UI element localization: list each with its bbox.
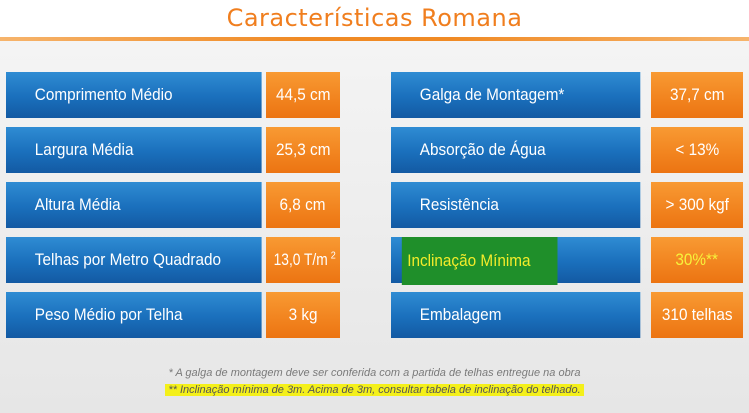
footnote-galga: * A galga de montagem deve ser conferida… [168,367,581,379]
spec-row-peso: Peso Médio por Telha 3 kg [6,292,365,338]
spec-row-galga: Galga de Montagem* 37,7 cm [391,72,743,118]
spec-value: 3 kg [266,292,340,338]
spec-label: Telhas por Metro Quadrado [6,237,262,283]
footnote-inclinacao: ** Inclinação mínima de 3m. Acima de 3m,… [165,384,584,396]
spec-row-altura: Altura Média 6,8 cm [6,182,365,228]
spec-label: Peso Médio por Telha [6,292,262,338]
title-divider [0,37,749,41]
spec-value: 30%** [651,237,743,283]
spec-value: > 300 kgf [651,182,743,228]
spec-row-comprimento: Comprimento Médio 44,5 cm [6,72,365,118]
spec-value: 44,5 cm [266,72,340,118]
spec-label: Inclinação Mínima [391,237,641,285]
highlighted-value: 30%** [675,250,719,269]
spec-row-inclinacao: Inclinação Mínima 30%** [391,237,743,285]
spec-label: Resistência [391,182,641,228]
spec-row-telhas-m2: Telhas por Metro Quadrado 13,0 T/m 2 [6,237,365,283]
highlighted-label: Inclinação Mínima [401,237,558,285]
unit-superscript: 2 [330,250,336,262]
spec-value: 13,0 T/m 2 [266,237,340,283]
spec-label: Altura Média [6,182,262,228]
spec-value: 37,7 cm [651,72,743,118]
spec-label: Embalagem [391,292,641,338]
spec-row-resistencia: Resistência > 300 kgf [391,182,743,228]
spec-row-absorcao: Absorção de Água < 13% [391,127,743,173]
header: Características Romana [0,0,749,38]
spec-value: 310 telhas [651,292,743,338]
spec-label: Largura Média [6,127,262,173]
spec-value: < 13% [651,127,743,173]
spec-row-largura: Largura Média 25,3 cm [6,127,365,173]
spec-label: Absorção de Água [391,127,641,173]
footnotes: * A galga de montagem deve ser conferida… [0,365,749,399]
spec-value: 25,3 cm [266,127,340,173]
spec-value: 6,8 cm [266,182,340,228]
spec-panel: Comprimento Médio 44,5 cm Largura Média … [0,41,749,413]
spec-label: Galga de Montagem* [391,72,641,118]
spec-label: Comprimento Médio [6,72,262,118]
page-title: Características Romana [226,4,523,32]
spec-row-embalagem: Embalagem 310 telhas [391,292,743,338]
